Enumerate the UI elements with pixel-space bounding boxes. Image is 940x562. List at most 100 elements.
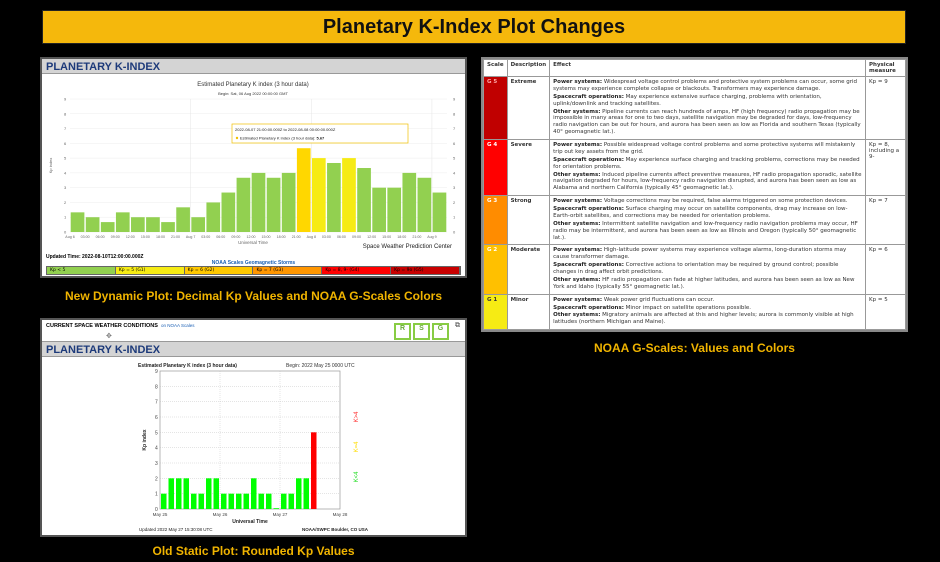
- kp-bar[interactable]: [432, 192, 447, 232]
- effect-text: HF radio propagation can fade at higher …: [553, 276, 855, 290]
- kp-bar: [176, 478, 182, 509]
- y-tick-label: 3: [453, 185, 456, 190]
- scale-cell: G 1: [483, 293, 508, 331]
- effect-label: Spacecraft operations:: [553, 304, 624, 311]
- x-tick-label: May 27: [273, 512, 288, 517]
- x-axis-label: Universal Time: [232, 519, 268, 525]
- kp-bar[interactable]: [236, 177, 251, 232]
- dynamic-kp-chart[interactable]: Estimated Planetary K index (3 hour data…: [42, 74, 465, 250]
- effect-label: Power systems:: [553, 296, 603, 303]
- kp-bar[interactable]: [417, 177, 432, 232]
- y-tick-label: 0: [155, 507, 158, 513]
- y-tick-label: 9: [155, 369, 158, 375]
- y-tick-label: 1: [64, 215, 67, 220]
- credit: NOAA/SWPC Boulder, CO USA: [302, 527, 369, 532]
- table-row: G 2 Moderate Power systems: High-latitud…: [483, 244, 906, 295]
- k-legend-label: K>4: [354, 411, 360, 423]
- tooltip: [231, 123, 409, 144]
- effect-text: Widespread voltage control problems and …: [553, 79, 858, 92]
- y-tick-label: 5: [64, 156, 67, 161]
- kp-bar[interactable]: [206, 202, 221, 232]
- kp-bar[interactable]: [100, 222, 115, 232]
- x-tick-label: 18:00: [397, 235, 406, 239]
- kp-bar: [281, 493, 287, 509]
- effect-text: Induced pipeline currents affect prevent…: [553, 171, 862, 192]
- scale-cell: G 3: [483, 195, 508, 246]
- kp-bar[interactable]: [176, 207, 190, 232]
- y-tick-label: 4: [64, 170, 67, 175]
- chart-subtitle: Begin: 2022 May 25 0000 UTC: [286, 363, 355, 369]
- effect-label: Spacecraft operations:: [553, 262, 624, 269]
- effect-text: Intermittent satellite navigation and lo…: [553, 220, 858, 241]
- kp-bar: [206, 478, 212, 509]
- effect-label: Spacecraft operations:: [553, 156, 624, 163]
- scale-s-button[interactable]: S: [413, 323, 430, 340]
- credit: Space Weather Prediction Center: [363, 244, 452, 250]
- y-tick-label: 0: [64, 230, 67, 235]
- kp-bar[interactable]: [387, 187, 402, 232]
- kp-bar: [258, 493, 264, 509]
- x-tick-label: 03:00: [81, 235, 90, 239]
- legend-item: Kp = 6 (G2): [184, 267, 254, 274]
- scale-cell: G 4: [483, 138, 508, 197]
- kp-bar[interactable]: [131, 217, 145, 232]
- table-row: G 3 Strong Power systems: Voltage correc…: [483, 195, 906, 246]
- g-scales-table: Scale Description Effect Physical measure G…: [483, 59, 906, 331]
- y-tick-label: 3: [155, 461, 158, 467]
- scale-r-button[interactable]: R: [394, 323, 411, 340]
- kp-bar[interactable]: [221, 192, 236, 232]
- kp-bar[interactable]: [342, 158, 356, 232]
- measure-cell: Kp = 5: [865, 293, 906, 331]
- kp-bar[interactable]: [402, 172, 417, 232]
- kp-bar[interactable]: [281, 172, 296, 232]
- static-kp-chart: Estimated Planetary K index (3 hour data…: [138, 363, 369, 532]
- updated-time: Updated Time: 2022-08-10T12:00:00.000Z: [46, 254, 144, 260]
- x-tick-label: 15:00: [262, 235, 271, 239]
- kp-bar[interactable]: [70, 212, 85, 232]
- noaa-scales-link[interactable]: on NOAA Scales: [160, 323, 195, 328]
- kp-bar[interactable]: [311, 158, 326, 232]
- compass-icon: ✥: [106, 332, 112, 340]
- effect-label: Power systems:: [553, 142, 603, 148]
- legend-item: Kp < 5: [47, 267, 116, 274]
- kp-bar: [266, 493, 272, 509]
- effect-cell: Power systems: Weak power grid fluctuati…: [549, 293, 866, 331]
- scale-g-button[interactable]: G: [432, 323, 449, 340]
- effect-text: High-latitude power systems may experien…: [553, 247, 847, 261]
- brand-title: CURRENT SPACE WEATHER CONDITIONS: [46, 323, 158, 329]
- x-tick-label: 12:00: [126, 235, 135, 239]
- kp-bar[interactable]: [372, 187, 386, 232]
- x-tick-label: 06:00: [337, 235, 346, 239]
- kp-bar[interactable]: [251, 172, 266, 232]
- legend-item: Kp = 8, 9- (G4): [322, 267, 392, 274]
- kp-bar: [198, 493, 204, 509]
- kp-bar: [311, 432, 317, 509]
- kp-bar: [288, 493, 294, 509]
- kp-bar[interactable]: [146, 217, 160, 232]
- x-tick-label: 15:00: [382, 235, 391, 239]
- plot-frame: [159, 370, 341, 510]
- table-caption: NOAA G-Scales: Values and Colors: [594, 341, 795, 355]
- kp-bar[interactable]: [296, 148, 311, 232]
- kp-bar[interactable]: [327, 162, 341, 232]
- x-tick-label: 09:00: [352, 235, 361, 239]
- description-cell: Extreme: [506, 76, 551, 140]
- effect-text: Corrective actions to orientation may be…: [553, 262, 839, 275]
- kp-bar[interactable]: [191, 217, 206, 232]
- x-tick-label: 21:00: [412, 235, 421, 239]
- kp-bar: [303, 478, 309, 509]
- external-link-icon[interactable]: ⧉: [455, 321, 460, 329]
- effect-label: Other systems:: [553, 108, 601, 115]
- dynamic-plot-panel: PLANETARY K-INDEX Estimated Planetary K …: [40, 57, 467, 278]
- kp-bar[interactable]: [357, 168, 371, 232]
- measure-cell: Kp = 6: [865, 244, 906, 295]
- y-tick-label: 7: [64, 126, 67, 131]
- scales-title[interactable]: NOAA Scales Geomagnetic Storms: [211, 260, 296, 266]
- kp-bar[interactable]: [115, 212, 130, 232]
- kp-bar[interactable]: [161, 222, 175, 232]
- kp-bar[interactable]: [266, 177, 281, 232]
- x-tick-label: 12:00: [367, 235, 376, 239]
- kp-bar[interactable]: [85, 217, 100, 232]
- y-tick-label: 8: [64, 111, 67, 116]
- panel-header: PLANETARY K-INDEX: [42, 59, 465, 74]
